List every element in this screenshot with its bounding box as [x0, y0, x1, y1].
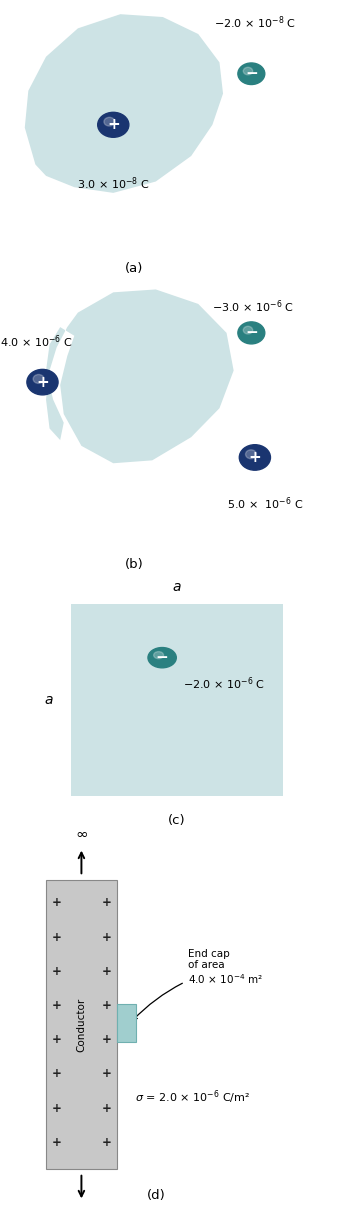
Text: −: − — [245, 326, 258, 340]
Text: +: + — [101, 964, 111, 978]
Text: +: + — [107, 117, 120, 133]
Text: $\sigma$ = 2.0 $\times$ 10$^{-6}$ C/m²: $\sigma$ = 2.0 $\times$ 10$^{-6}$ C/m² — [135, 1088, 250, 1106]
Text: ∞: ∞ — [75, 827, 88, 842]
Text: $-$2.0 $\times$ 10$^{-6}$ C: $-$2.0 $\times$ 10$^{-6}$ C — [183, 676, 266, 692]
Bar — [117, 1004, 136, 1042]
Circle shape — [239, 444, 270, 471]
Bar — [71, 604, 283, 797]
Text: +: + — [101, 897, 111, 909]
Text: 3.0 $\times$ 10$^{-8}$ C: 3.0 $\times$ 10$^{-8}$ C — [77, 176, 150, 192]
Text: +: + — [52, 931, 62, 944]
Circle shape — [243, 326, 253, 334]
Circle shape — [98, 112, 129, 138]
Text: +: + — [52, 1136, 62, 1149]
Text: +: + — [52, 1067, 62, 1080]
Bar — [46, 880, 117, 1168]
Text: $a$: $a$ — [172, 579, 182, 594]
Circle shape — [238, 322, 265, 344]
Text: +: + — [101, 931, 111, 944]
Text: (d): (d) — [147, 1189, 165, 1202]
Text: +: + — [101, 1067, 111, 1080]
Text: +: + — [101, 1136, 111, 1149]
Text: End cap
of area
4.0 $\times$ 10$^{-4}$ m²: End cap of area 4.0 $\times$ 10$^{-4}$ m… — [133, 949, 263, 1020]
Text: Conductor: Conductor — [76, 997, 86, 1051]
Text: 5.0 $\times$  10$^{-6}$ C: 5.0 $\times$ 10$^{-6}$ C — [227, 495, 303, 512]
Circle shape — [246, 450, 256, 459]
Text: −: − — [245, 66, 258, 81]
Polygon shape — [25, 14, 223, 193]
Text: +: + — [52, 897, 62, 909]
Circle shape — [154, 652, 164, 659]
Circle shape — [243, 68, 253, 75]
Circle shape — [148, 647, 176, 667]
Text: $-$2.0 $\times$ 10$^{-8}$ C: $-$2.0 $\times$ 10$^{-8}$ C — [214, 14, 296, 31]
Text: (c): (c) — [168, 815, 186, 827]
Text: +: + — [36, 374, 49, 390]
Polygon shape — [46, 290, 234, 463]
Text: −: − — [156, 651, 169, 665]
Circle shape — [27, 369, 58, 395]
Circle shape — [104, 117, 115, 126]
Text: +: + — [101, 999, 111, 1011]
Text: +: + — [52, 1033, 62, 1046]
Text: $a$: $a$ — [44, 693, 53, 707]
Text: +: + — [52, 964, 62, 978]
Text: +: + — [52, 1102, 62, 1114]
Text: +: + — [52, 999, 62, 1011]
Text: $-$3.0 $\times$ 10$^{-6}$ C: $-$3.0 $\times$ 10$^{-6}$ C — [212, 298, 295, 315]
Circle shape — [238, 63, 265, 84]
Circle shape — [33, 374, 44, 384]
Text: (b): (b) — [125, 558, 144, 571]
Text: +: + — [249, 450, 261, 465]
Text: +: + — [101, 1102, 111, 1114]
Text: (a): (a) — [125, 262, 144, 275]
Text: 4.0 $\times$ 10$^{-6}$ C: 4.0 $\times$ 10$^{-6}$ C — [0, 333, 73, 350]
Text: +: + — [101, 1033, 111, 1046]
